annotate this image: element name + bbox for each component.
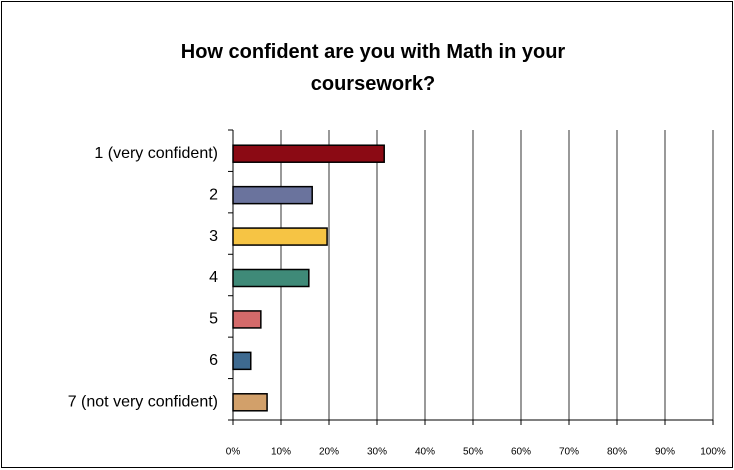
x-tick-label: 90%: [655, 447, 675, 458]
bar: [232, 393, 268, 412]
y-tick-label: 5: [209, 311, 218, 328]
bar: [232, 185, 313, 205]
y-tick-label: 3: [209, 228, 218, 245]
y-tick-label: 7 (not very confident): [68, 394, 218, 411]
y-tick-label: 2: [209, 186, 218, 203]
bar: [232, 144, 385, 163]
chart-title: How confident are you with Math in your …: [180, 41, 566, 95]
y-tick-label: 1 (very confident): [94, 145, 218, 162]
x-tick-label: 50%: [463, 447, 483, 458]
x-tick-label: 60%: [511, 447, 531, 458]
x-tick-label: 10%: [271, 447, 291, 458]
x-tick-label: 0%: [226, 447, 241, 458]
x-tick-label: 80%: [607, 447, 627, 458]
bar: [232, 351, 252, 371]
y-tick-label: 4: [209, 269, 218, 286]
x-tick-label: 70%: [559, 447, 579, 458]
x-tick-label: 100%: [700, 447, 726, 458]
bar: [232, 310, 262, 329]
bar: [232, 227, 328, 246]
bar: [232, 268, 310, 288]
x-tick-label: 40%: [415, 447, 435, 458]
y-tick-label: 6: [209, 352, 218, 369]
x-tick-label: 30%: [367, 447, 387, 458]
x-tick-label: 20%: [319, 447, 339, 458]
